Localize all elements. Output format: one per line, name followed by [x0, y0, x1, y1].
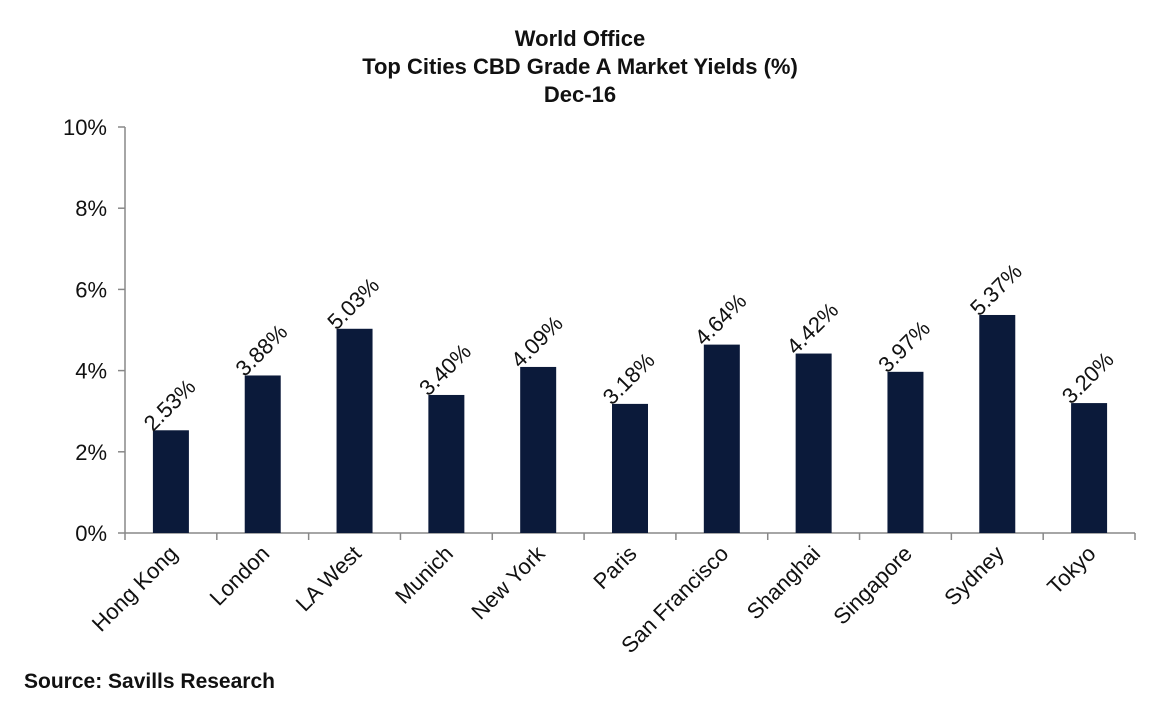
- y-tick-label: 2%: [75, 440, 107, 465]
- x-tick-label: London: [205, 541, 275, 611]
- data-label: 4.09%: [506, 311, 568, 373]
- y-tick-label: 0%: [75, 521, 107, 546]
- x-tick-label: Paris: [588, 541, 641, 594]
- bar: [152, 430, 189, 533]
- y-tick-label: 6%: [75, 277, 107, 302]
- bar: [244, 375, 281, 533]
- chart-date: Dec-16: [544, 82, 616, 107]
- data-label: 5.37%: [965, 259, 1027, 321]
- data-label: 4.64%: [690, 288, 752, 350]
- x-tick-label: Shanghai: [742, 541, 825, 624]
- chart-title: World Office: [515, 26, 645, 51]
- x-tick-label: New York: [466, 540, 550, 624]
- data-label: 4.42%: [781, 297, 843, 359]
- x-axis: [124, 532, 1136, 540]
- data-label: 5.03%: [322, 273, 384, 335]
- bar: [428, 394, 465, 533]
- bar: [1071, 403, 1108, 533]
- y-tick-label: 8%: [75, 196, 107, 221]
- x-tick-label: Tokyo: [1042, 541, 1100, 599]
- data-label: 2.53%: [139, 374, 201, 436]
- x-tick-label: Hong Kong: [87, 541, 183, 637]
- x-tick-label: LA West: [291, 541, 366, 616]
- data-label: 3.20%: [1057, 347, 1119, 409]
- bar: [703, 344, 740, 533]
- bar: [795, 353, 832, 533]
- x-tick-label: Munich: [390, 541, 458, 609]
- x-tick-label: Sydney: [939, 541, 1009, 611]
- x-tick-label: Singapore: [828, 541, 917, 630]
- source-note: Source: Savills Research: [24, 670, 275, 693]
- bar: [979, 314, 1016, 533]
- chart-subtitle: Top Cities CBD Grade A Market Yields (%): [362, 54, 798, 79]
- bars: [152, 314, 1108, 533]
- bar: [612, 403, 648, 533]
- data-label: 3.40%: [414, 339, 476, 401]
- bar: [336, 328, 373, 533]
- data-label: 3.97%: [873, 316, 935, 378]
- y-tick-label: 4%: [75, 359, 107, 384]
- data-label: 3.88%: [231, 319, 293, 381]
- y-axis: 0% 2% 4% 6% 8% 10%: [63, 115, 126, 546]
- data-label: 3.18%: [598, 348, 660, 410]
- bar: [520, 366, 557, 533]
- bar: [887, 371, 924, 533]
- y-tick-label: 10%: [63, 115, 107, 140]
- category-labels: Hong Kong London LA West Munich New York Pari…: [87, 540, 1101, 658]
